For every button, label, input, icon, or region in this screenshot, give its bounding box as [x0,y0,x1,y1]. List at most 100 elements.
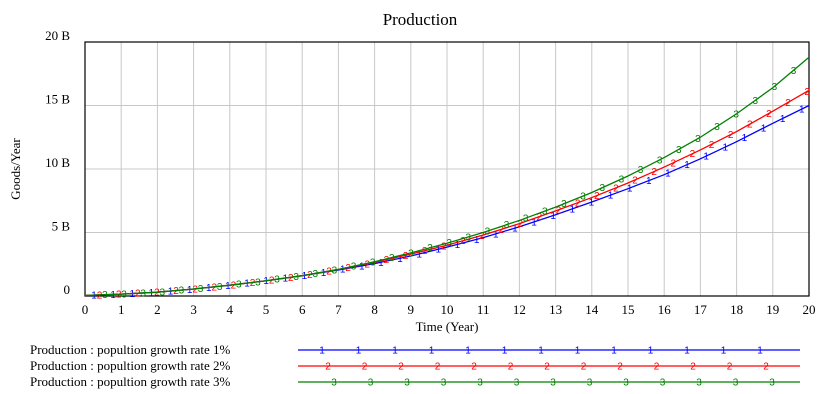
series-marker: 3 [580,192,586,203]
series-marker: 1 [416,249,422,260]
series-marker: 1 [531,217,537,228]
legend-marker: 1 [721,346,727,357]
series-marker: 3 [427,243,433,254]
series-marker: 3 [561,199,567,210]
series-marker: 1 [168,287,174,298]
series-marker: 2 [517,219,523,230]
series-marker: 2 [785,98,791,109]
series-marker: 2 [747,120,753,131]
series-marker: 3 [791,66,797,77]
series-marker: 1 [703,152,709,163]
series-marker: 1 [91,291,97,302]
series-marker: 3 [408,248,414,259]
legend-marker: 3 [733,378,739,389]
series-marker: 1 [244,279,250,290]
series-marker: 1 [608,191,614,202]
series-marker: 2 [307,270,313,281]
y-tick-label: 0 [64,282,71,297]
series-marker: 1 [627,184,633,195]
legend-marker: 1 [648,346,654,357]
series-marker: 1 [569,204,575,215]
series-marker: 1 [263,276,269,287]
series-marker: 2 [403,251,409,262]
legend-marker: 2 [398,362,404,373]
series-marker: 1 [512,224,518,235]
chart-title: Production [383,10,458,29]
series-marker: 2 [690,149,696,160]
series-marker: 3 [772,82,778,93]
series-marker: 2 [575,198,581,209]
legend-marker: 3 [550,378,556,389]
series-marker: 2 [460,236,466,247]
legend-marker: 1 [575,346,581,357]
series-marker: 3 [140,288,146,299]
series-marker: 2 [651,167,657,178]
series-marker: 1 [225,281,231,292]
legend-marker: 1 [611,346,617,357]
series-marker: 3 [466,232,472,243]
series-marker: 3 [695,134,701,145]
legend-marker: 3 [587,378,593,389]
series-marker: 1 [722,143,728,154]
series-marker: 3 [160,287,166,298]
series-marker: 2 [345,263,351,274]
series-marker: 3 [599,183,605,194]
series-marker: 2 [766,109,772,120]
series-marker: 2 [269,275,275,286]
legend-marker: 2 [435,362,441,373]
legend-marker: 2 [544,362,550,373]
legend-marker: 2 [654,362,660,373]
series-marker: 1 [149,288,155,299]
series-marker: 1 [436,245,442,256]
series-marker: 3 [217,282,223,293]
legend-marker: 2 [362,362,368,373]
legend-marker: 2 [617,362,623,373]
grid [84,41,810,297]
series-marker: 2 [422,246,428,257]
series-marker: 2 [537,212,543,223]
series-marker: 1 [474,235,480,246]
series-marker: 1 [684,160,690,171]
series-marker: 3 [733,110,739,121]
series-marker: 1 [359,261,365,272]
series-marker: 1 [589,198,595,209]
legend-marker: 3 [477,378,483,389]
series-marker: 1 [665,169,671,180]
series-marker: 3 [370,258,376,269]
series-marker: 2 [709,140,715,151]
series-marker: 3 [638,165,644,176]
series-marker: 3 [102,290,108,301]
x-tick-label: 15 [622,302,635,317]
series-marker: 3 [198,284,204,295]
series-marker: 1 [302,271,308,282]
series-marker: 1 [378,258,384,269]
series-marker: 2 [613,183,619,194]
series-marker: 3 [121,289,127,300]
legend-label: Production : popultion growth rate 3% [30,374,231,389]
series-marker: 2 [479,231,485,242]
series-marker: 2 [498,225,504,236]
series-marker: 2 [326,266,332,277]
x-axis-title: Time (Year) [416,319,479,334]
series-marker: 2 [556,205,562,216]
series-marker: 3 [676,145,682,156]
series-marker: 2 [116,290,122,301]
legend-item: Production : popultion growth rate 2% 2 2 2… [30,358,800,373]
x-tick-label: 6 [299,302,306,317]
x-tick-label: 10 [441,302,454,317]
x-tick-label: 19 [766,302,779,317]
legend-marker: 2 [325,362,331,373]
series-marker: 3 [293,272,299,283]
legend-marker: 3 [769,378,775,389]
series-marker: 2 [211,282,217,293]
series-marker: 3 [236,280,242,291]
x-tick-label: 11 [477,302,490,317]
series-marker: 1 [340,265,346,276]
series-marker: 1 [455,240,461,251]
legend-marker: 1 [502,346,508,357]
x-tick-label: 3 [190,302,197,317]
legend-label: Production : popultion growth rate 1% [30,342,231,357]
x-tick-label: 5 [263,302,270,317]
series-marker: 2 [250,278,256,289]
